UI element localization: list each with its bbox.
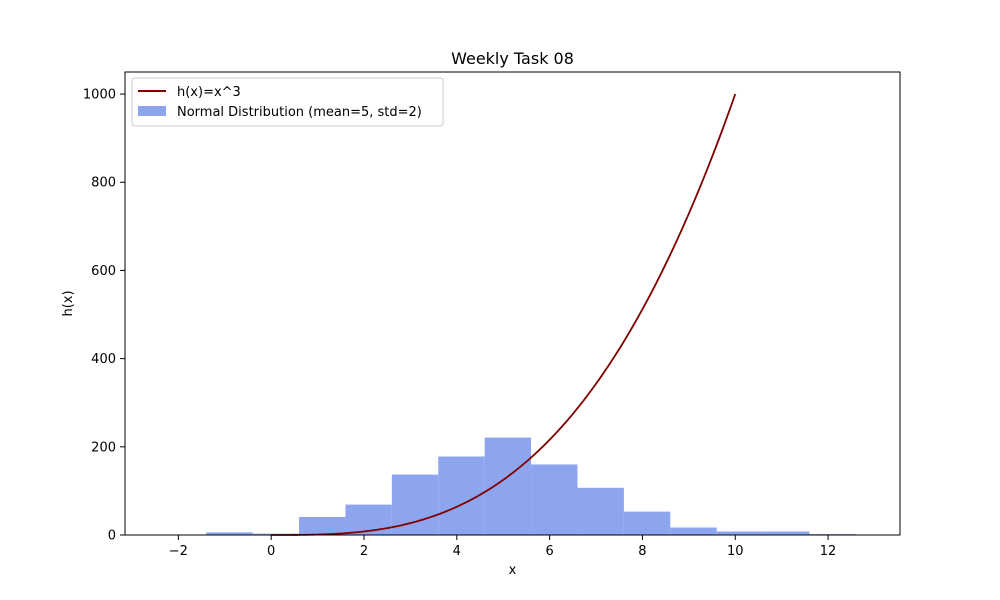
y-tick-label: 1000: [83, 88, 116, 103]
plot-frame: [124, 71, 901, 536]
histogram-bar: [345, 504, 392, 535]
histogram-bar: [716, 531, 764, 535]
histogram-bar: [623, 511, 671, 535]
x-tick-label: 2: [360, 544, 368, 559]
x-axis-label: x: [509, 563, 517, 578]
y-tick-label: 200: [91, 440, 116, 455]
histogram-bar: [670, 527, 717, 535]
histogram-bar: [531, 464, 578, 535]
y-tick-label: 0: [108, 529, 116, 544]
x-tick-label: 4: [453, 544, 461, 559]
x-tick-label: 6: [545, 544, 553, 559]
y-tick-label: 800: [91, 176, 116, 191]
x-tick-label: −2: [169, 544, 188, 559]
legend-box: [131, 77, 444, 127]
series-line-h-x: [271, 93, 737, 536]
y-tick-label: 600: [91, 264, 116, 279]
histogram-bar: [763, 531, 810, 535]
x-tick-label: 10: [727, 544, 744, 559]
line-layer: [271, 93, 737, 536]
legend-histogram-swatch: [138, 106, 166, 116]
histogram-bar: [206, 532, 253, 535]
x-tick-label: 8: [638, 544, 646, 559]
chart-title: Weekly Task 08: [451, 49, 574, 68]
histogram-bar: [577, 487, 624, 535]
legend-line-label: h(x)=x^3: [177, 85, 241, 100]
x-tick-label: 0: [267, 544, 275, 559]
x-tick-label: 12: [820, 544, 837, 559]
histogram-bar: [484, 437, 532, 535]
histogram-bar: [299, 516, 346, 535]
y-axis-label: h(x): [61, 290, 76, 316]
legend: h(x)=x^3 Normal Distribution (mean=5, st…: [131, 77, 444, 127]
y-tick-label: 400: [91, 352, 116, 367]
tick-layer: −2 0 2 4 6 8 10 12 0 200 400 600 800 1000: [83, 88, 836, 559]
legend-histogram-label: Normal Distribution (mean=5, std=2): [177, 105, 422, 120]
